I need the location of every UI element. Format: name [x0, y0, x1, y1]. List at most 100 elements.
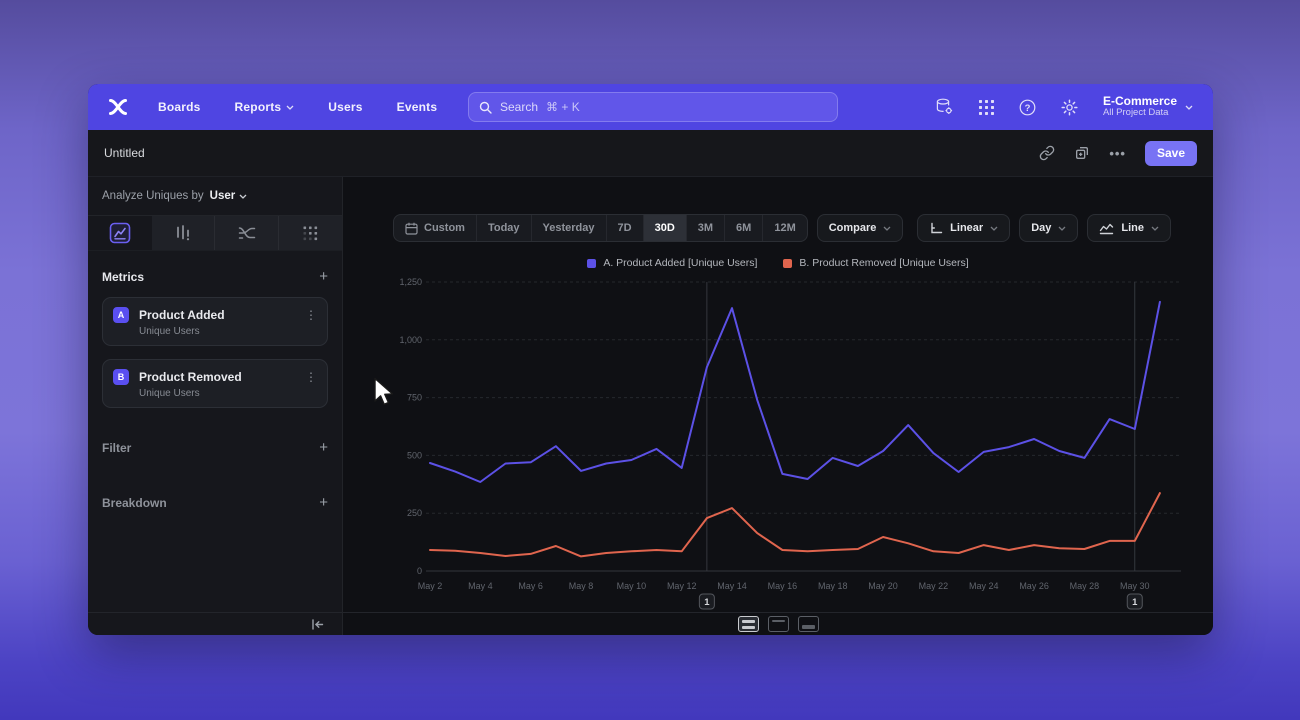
svg-text:1: 1 [704, 597, 710, 608]
legend-item-a[interactable]: A. Product Added [Unique Users] [587, 257, 757, 269]
svg-text:1: 1 [1132, 597, 1138, 608]
legend-item-b[interactable]: B. Product Removed [Unique Users] [783, 257, 969, 269]
range-label: 3M [697, 222, 714, 234]
compare-label: Compare [828, 222, 877, 234]
layout-chart-only-button[interactable] [767, 616, 789, 632]
save-button[interactable]: Save [1144, 140, 1197, 166]
chevron-down-icon [239, 194, 247, 199]
analyze-prefix-label: Analyze Uniques by [102, 190, 204, 202]
nav-menu: Boards Reports Users Events [158, 100, 437, 114]
svg-text:?: ? [1025, 102, 1031, 113]
analyze-row: Analyze Uniques by User [88, 177, 342, 216]
series-line-a[interactable] [429, 300, 1161, 483]
metric-card-row: A Product Added ⋮ [113, 307, 317, 323]
duplicate-icon[interactable] [1074, 145, 1090, 161]
range-yesterday[interactable]: Yesterday [532, 215, 607, 241]
range-6m[interactable]: 6M [725, 215, 764, 241]
chart-type-dropdown[interactable]: Line [1087, 214, 1171, 242]
more-options-icon[interactable]: ••• [1109, 145, 1126, 161]
report-title[interactable]: Untitled [104, 146, 145, 160]
svg-text:May 2: May 2 [418, 581, 443, 591]
nav-item-users[interactable]: Users [328, 100, 362, 114]
project-scope: All Project Data [1102, 107, 1169, 119]
report-header: Untitled ••• Save [88, 130, 1213, 177]
mixpanel-logo-icon[interactable] [108, 98, 128, 116]
svg-text:May 20: May 20 [868, 581, 898, 591]
y-gridlines [426, 281, 1181, 572]
annotation-badge[interactable]: 1 [1126, 593, 1143, 610]
scale-dropdown[interactable]: Linear [917, 214, 1011, 242]
add-breakdown-button[interactable]: + [319, 494, 328, 511]
layout-table-only-button[interactable] [797, 616, 819, 632]
metric-badge-a: A [113, 307, 129, 323]
insights-chart-icon [109, 222, 131, 244]
breakdown-label: Breakdown [102, 495, 167, 510]
svg-text:May 22: May 22 [919, 581, 949, 591]
breakdown-section-header: Breakdown + [102, 495, 328, 510]
add-metric-button[interactable]: + [319, 268, 328, 285]
report-body: Analyze Uniques by User [88, 177, 1213, 635]
metric-card-a[interactable]: A Product Added ⋮ Unique Users [102, 297, 328, 346]
range-custom[interactable]: Custom [394, 215, 477, 241]
compare-button[interactable]: Compare [816, 214, 904, 242]
range-3m[interactable]: 3M [687, 215, 726, 241]
metrics-label: Metrics [102, 269, 145, 284]
nav-right-group: ? E-Commerce All Project Data [935, 93, 1193, 120]
layout-chart-table-button[interactable] [737, 616, 759, 632]
project-selector[interactable]: E-Commerce All Project Data [1102, 93, 1193, 120]
chart-legend: A. Product Added [Unique Users] B. Produ… [343, 257, 1213, 269]
nav-item-label: Reports [234, 100, 282, 114]
svg-text:May 10: May 10 [617, 581, 647, 591]
annotation-badge[interactable]: 1 [698, 593, 715, 610]
tab-retention[interactable] [278, 216, 342, 250]
help-icon[interactable]: ? [1019, 99, 1036, 116]
line-chart[interactable]: 0 250 500 750 1,000 1,250 May 2 May 4 May 6 May 8… [393, 272, 1183, 610]
apps-grid-icon[interactable] [978, 99, 994, 115]
range-12m[interactable]: 12M [763, 215, 806, 241]
metric-badge-b: B [113, 369, 129, 385]
calendar-icon [405, 222, 418, 235]
filter-section-header: Filter + [102, 440, 328, 455]
nav-item-reports[interactable]: Reports [235, 100, 295, 114]
chevron-down-icon [1151, 226, 1159, 231]
tab-insights[interactable] [88, 216, 152, 250]
search-input[interactable]: Search ⌘ + K [468, 92, 838, 122]
range-label: Today [487, 222, 520, 234]
collapse-sidebar-icon[interactable] [311, 618, 324, 630]
range-30d[interactable]: 30D [643, 215, 687, 241]
metric-subtitle[interactable]: Unique Users [139, 326, 200, 337]
range-label: 6M [736, 222, 752, 234]
legend-swatch-b [783, 258, 793, 268]
data-management-icon[interactable] [935, 98, 954, 116]
add-filter-button[interactable]: + [319, 439, 328, 456]
share-link-icon[interactable] [1039, 145, 1055, 161]
svg-text:1,000: 1,000 [399, 335, 422, 345]
chart-controls: Custom Today Yesterday 7D 30D 3M 6M 12M Compare… [393, 214, 1171, 242]
metric-menu-icon[interactable]: ⋮ [305, 308, 317, 322]
svg-text:0: 0 [417, 566, 422, 576]
project-name: E-Commerce [1102, 93, 1177, 108]
tab-funnels[interactable] [152, 216, 215, 250]
range-today[interactable]: Today [477, 215, 532, 241]
query-sidebar: Analyze Uniques by User [88, 177, 343, 635]
metric-menu-icon[interactable]: ⋮ [305, 370, 317, 384]
series-line-b[interactable] [429, 492, 1161, 558]
svg-text:May 24: May 24 [969, 581, 999, 591]
analyze-by-dropdown[interactable]: User [210, 190, 248, 202]
settings-gear-icon[interactable] [1061, 98, 1078, 116]
search-shortcut: ⌘ + K [546, 100, 580, 114]
range-7d[interactable]: 7D [607, 215, 644, 241]
report-type-tab-group [151, 216, 342, 250]
tab-flows[interactable] [214, 216, 278, 250]
nav-item-events[interactable]: Events [397, 100, 438, 114]
search-icon [479, 101, 492, 114]
metric-card-b[interactable]: B Product Removed ⋮ Unique Users [102, 359, 328, 408]
interval-label: Day [1031, 222, 1052, 234]
legend-label: A. Product Added [Unique Users] [603, 257, 758, 269]
interval-dropdown[interactable]: Day [1019, 214, 1079, 242]
chevron-down-icon [286, 105, 294, 110]
search-placeholder: Search [500, 100, 539, 114]
flows-icon [238, 227, 255, 239]
nav-item-boards[interactable]: Boards [158, 100, 201, 114]
metric-subtitle[interactable]: Unique Users [139, 388, 200, 399]
